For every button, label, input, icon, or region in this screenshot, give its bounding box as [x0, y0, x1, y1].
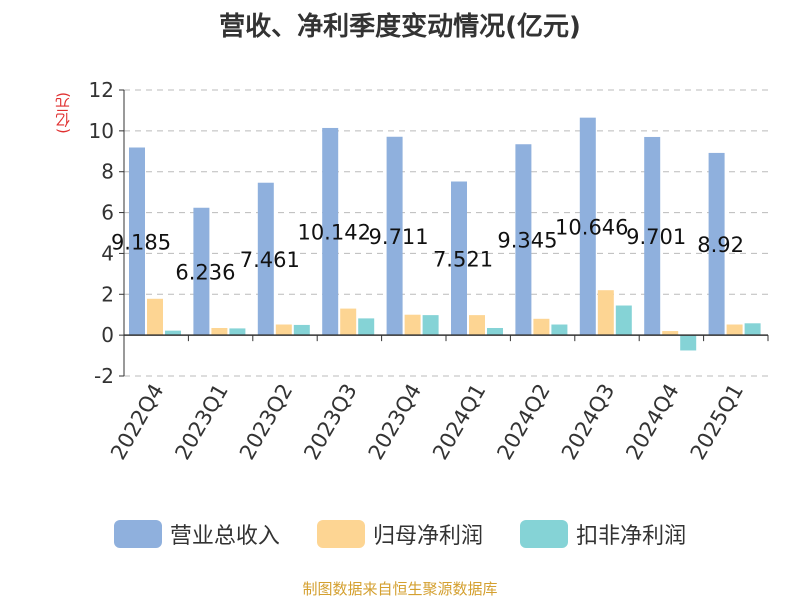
bar-deducted-net-profit: [293, 324, 310, 336]
bar-deducted-net-profit: [229, 328, 246, 336]
legend-label-net-profit: 归母净利润: [372, 524, 483, 549]
bar-net-profit: [340, 308, 357, 336]
bar-net-profit: [147, 298, 163, 336]
x-tick-label: 2024Q4: [621, 380, 683, 464]
legend-swatch-net-profit: [316, 520, 365, 548]
legend-item-deducted-net-profit[interactable]: 扣非净利润: [520, 518, 686, 550]
data-label: 8.92: [697, 233, 744, 257]
bar-revenue: [515, 144, 532, 336]
bar-revenue: [708, 152, 725, 336]
x-tick-label: 2024Q3: [557, 380, 619, 464]
x-tick-label: 2023Q1: [170, 380, 232, 464]
bar-deducted-net-profit: [615, 305, 632, 336]
y-tick-label: 2: [101, 282, 114, 306]
bar-net-profit: [597, 290, 614, 336]
legend-item-net-profit[interactable]: 归母净利润: [316, 518, 483, 550]
data-source-note: 制图数据来自恒生聚源数据库: [302, 580, 498, 598]
bar-deducted-net-profit: [487, 327, 503, 336]
y-tick-label: 8: [101, 160, 114, 184]
legend: 营业总收入 归母净利润 扣非净利润: [0, 518, 800, 552]
bar-net-profit: [533, 318, 550, 336]
bar-revenue: [386, 136, 403, 336]
x-tick-label: 2023Q4: [364, 380, 426, 464]
bar-deducted-net-profit: [744, 323, 761, 336]
data-label: 9.711: [369, 225, 429, 249]
data-label: 7.461: [240, 248, 300, 272]
bar-revenue: [644, 136, 661, 336]
bar-net-profit: [211, 327, 228, 336]
y-tick-label: 10: [89, 119, 114, 143]
bar-deducted-net-profit: [551, 324, 568, 336]
legend-swatch-revenue: [113, 520, 162, 548]
x-tick-label: 2025Q1: [686, 380, 748, 464]
bar-revenue: [257, 182, 274, 336]
y-tick-label: 4: [101, 241, 114, 265]
x-tick-label: 2024Q2: [492, 380, 554, 464]
y-tick-label: 12: [89, 78, 114, 102]
bar-revenue: [451, 181, 467, 336]
bar-net-profit: [662, 331, 679, 336]
bar-net-profit: [726, 324, 743, 336]
data-label: 10.142: [297, 221, 370, 245]
bar-revenue: [129, 147, 145, 336]
x-tick-label: 2022Q4: [106, 380, 168, 464]
legend-item-revenue[interactable]: 营业总收入: [113, 518, 280, 550]
bar-revenue: [193, 207, 210, 336]
data-label: 9.701: [626, 225, 686, 249]
data-label: 6.236: [175, 260, 235, 284]
y-tick-label: 6: [101, 201, 114, 225]
x-tick-label: 2023Q2: [235, 380, 297, 464]
x-tick-label: 2023Q3: [299, 380, 361, 464]
bar-deducted-net-profit: [358, 318, 375, 336]
chart-title: 营收、净利季度变动情况(亿元): [219, 12, 581, 42]
legend-swatch-deducted-net-profit: [520, 520, 569, 548]
data-label: 7.521: [433, 247, 493, 271]
data-label: 9.185: [111, 230, 171, 254]
data-label: 10.646: [555, 215, 628, 239]
bar-revenue: [322, 127, 339, 336]
legend-label-revenue: 营业总收入: [169, 524, 280, 549]
bar-revenue: [579, 117, 596, 336]
bar-net-profit: [404, 314, 421, 336]
legend-label-deducted-net-profit: 扣非净利润: [576, 524, 687, 549]
bar-net-profit: [469, 315, 485, 336]
bar-deducted-net-profit: [422, 315, 439, 336]
y-tick-label: -2: [94, 364, 114, 388]
x-tick-label: 2024Q1: [428, 380, 490, 464]
y-tick-label: 0: [101, 323, 114, 347]
bar-net-profit: [275, 324, 292, 336]
bar-deducted-net-profit: [165, 330, 181, 336]
bar-deducted-net-profit: [680, 335, 697, 351]
data-label: 9.345: [497, 229, 557, 253]
